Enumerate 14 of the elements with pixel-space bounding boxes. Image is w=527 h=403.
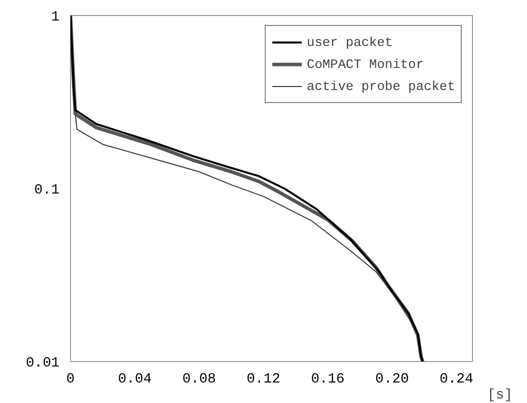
x-axis-title: [s]	[487, 388, 513, 403]
x-tick-label: 0.20	[375, 372, 409, 388]
x-tick-label: 0.24	[440, 372, 474, 388]
legend-label: user packet	[306, 34, 393, 50]
legend-label: active probe packet	[306, 78, 455, 94]
legend-label: CoMPACT Monitor	[306, 56, 424, 72]
x-tick-label: 0.12	[246, 372, 280, 388]
x-tick-label: 0	[66, 372, 75, 388]
y-tick-label: 1	[51, 10, 60, 26]
x-tick-label: 0.04	[118, 372, 152, 388]
y-tick-label: 0.01	[26, 356, 60, 372]
x-tick-label: 0.08	[182, 372, 216, 388]
x-tick-label: 0.16	[310, 372, 345, 388]
y-tick-label: 0.1	[34, 182, 60, 198]
